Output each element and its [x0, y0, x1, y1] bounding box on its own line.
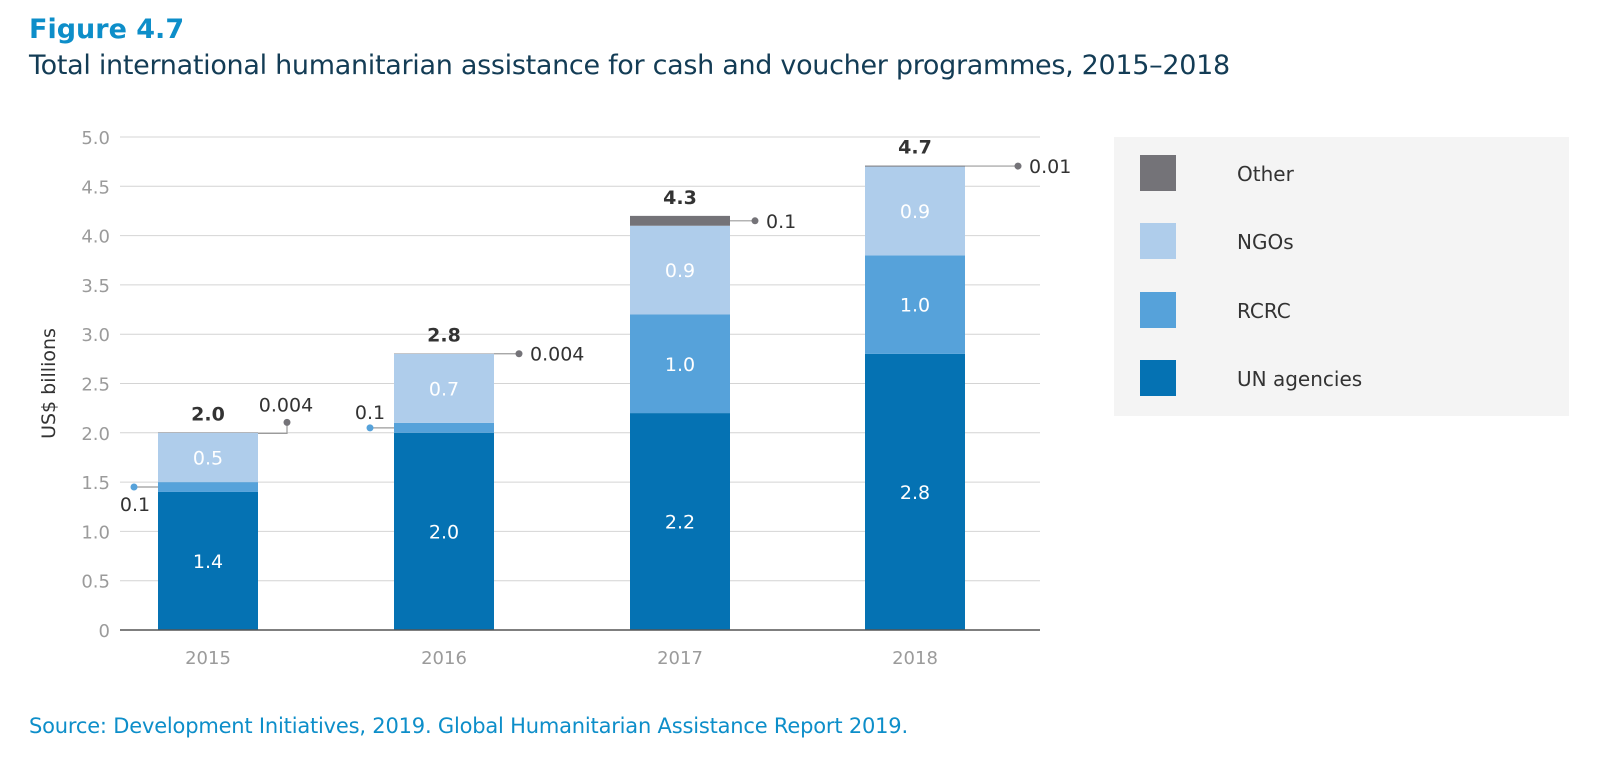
- callout-other-2015-label: 0.004: [259, 394, 313, 416]
- bar-un-agencies-2015: [158, 491, 258, 630]
- legend-label-rcrc: RCRC: [1237, 299, 1291, 323]
- bar-ngos-2015: [158, 432, 258, 483]
- bar-ngos-2016: [394, 353, 494, 423]
- legend-label-other: Other: [1237, 162, 1294, 186]
- callout-rcrc-2015-label: 0.1: [120, 494, 150, 516]
- y-tick-label: 2.0: [81, 424, 110, 445]
- segment-label-un-agencies-2015: 1.4: [193, 551, 223, 573]
- y-tick-label: 2.5: [81, 375, 110, 396]
- legend-swatch-rcrc: [1140, 292, 1176, 328]
- callout-rcrc-2015-dot: [130, 483, 138, 491]
- bar-total-2015: 2.0: [191, 403, 225, 425]
- bar-total-2017: 4.3: [663, 187, 697, 209]
- x-tick-label: 2015: [185, 648, 231, 669]
- bar-rcrc-2017: [630, 314, 730, 414]
- bar-rcrc-2016: [394, 422, 494, 433]
- callout-other-2017-label: 0.1: [766, 211, 796, 233]
- callout-other-2018-label: 0.01: [1029, 156, 1071, 178]
- callout-rcrc-2016-dot: [366, 424, 374, 432]
- y-tick-label: 1.5: [81, 473, 110, 494]
- y-tick-label: 3.5: [81, 276, 110, 297]
- bar-other-2017: [630, 215, 730, 226]
- y-tick-label: 0.5: [81, 572, 110, 593]
- legend-swatch-other: [1140, 155, 1176, 191]
- bar-un-agencies-2016: [394, 432, 494, 630]
- bar-ngos-2018: [865, 166, 965, 256]
- segment-label-un-agencies-2016: 2.0: [429, 521, 459, 543]
- y-axis-title: US$ billions: [38, 328, 60, 439]
- bar-ngos-2017: [630, 225, 730, 315]
- segment-label-ngos-2017: 0.9: [665, 260, 695, 282]
- segment-label-un-agencies-2017: 2.2: [665, 512, 695, 534]
- segment-label-un-agencies-2018: 2.8: [900, 482, 930, 504]
- y-tick-label: 0: [99, 621, 110, 642]
- segment-label-ngos-2016: 0.7: [429, 378, 459, 400]
- figure-title: Total international humanitarian assista…: [29, 50, 1230, 81]
- bar-total-2016: 2.8: [427, 325, 461, 347]
- figure-label: Figure 4.7: [29, 14, 185, 45]
- segment-label-ngos-2015: 0.5: [193, 447, 223, 469]
- y-tick-label: 4.5: [81, 177, 110, 198]
- legend-swatch-ngos: [1140, 223, 1176, 259]
- y-tick-label: 1.0: [81, 522, 110, 543]
- legend-label-ngos: NGOs: [1237, 230, 1294, 254]
- x-tick-label: 2018: [892, 648, 938, 669]
- callout-other-2017-dot: [751, 217, 759, 225]
- callout-other-2018-dot: [1014, 162, 1022, 170]
- bar-total-2018: 4.7: [898, 137, 932, 159]
- callout-other-2015-leader: [258, 422, 288, 435]
- callout-rcrc-2016-label: 0.1: [355, 402, 385, 424]
- callout-other-2016-dot: [515, 350, 523, 358]
- segment-label-rcrc-2018: 1.0: [900, 295, 930, 317]
- bar-rcrc-2018: [865, 255, 965, 354]
- callout-other-2015-dot: [283, 418, 291, 426]
- bar-rcrc-2015: [158, 482, 258, 492]
- source-note: Source: Development Initiatives, 2019. G…: [29, 714, 908, 738]
- segment-label-ngos-2018: 0.9: [900, 201, 930, 223]
- bar-un-agencies-2017: [630, 413, 730, 630]
- x-tick-label: 2016: [421, 648, 467, 669]
- x-tick-label: 2017: [657, 648, 703, 669]
- y-tick-label: 5.0: [81, 128, 110, 149]
- stacked-bar-chart: 0 0.5 1.0 1.5 2.0 2.5 3.0 3.5 4.0 4.5 5.0 US$ billi…: [38, 128, 1071, 669]
- bar-other-2018: [865, 165, 965, 167]
- chart-legend: Other NGOs RCRC UN agencies: [1114, 137, 1569, 416]
- legend-swatch-un-agencies: [1140, 360, 1176, 396]
- callout-other-2016-label: 0.004: [530, 344, 584, 366]
- segment-label-rcrc-2017: 1.0: [665, 354, 695, 376]
- bar-un-agencies-2018: [865, 353, 965, 630]
- y-tick-label: 3.0: [81, 325, 110, 346]
- legend-label-un-agencies: UN agencies: [1237, 367, 1363, 391]
- y-tick-label: 4.0: [81, 227, 110, 248]
